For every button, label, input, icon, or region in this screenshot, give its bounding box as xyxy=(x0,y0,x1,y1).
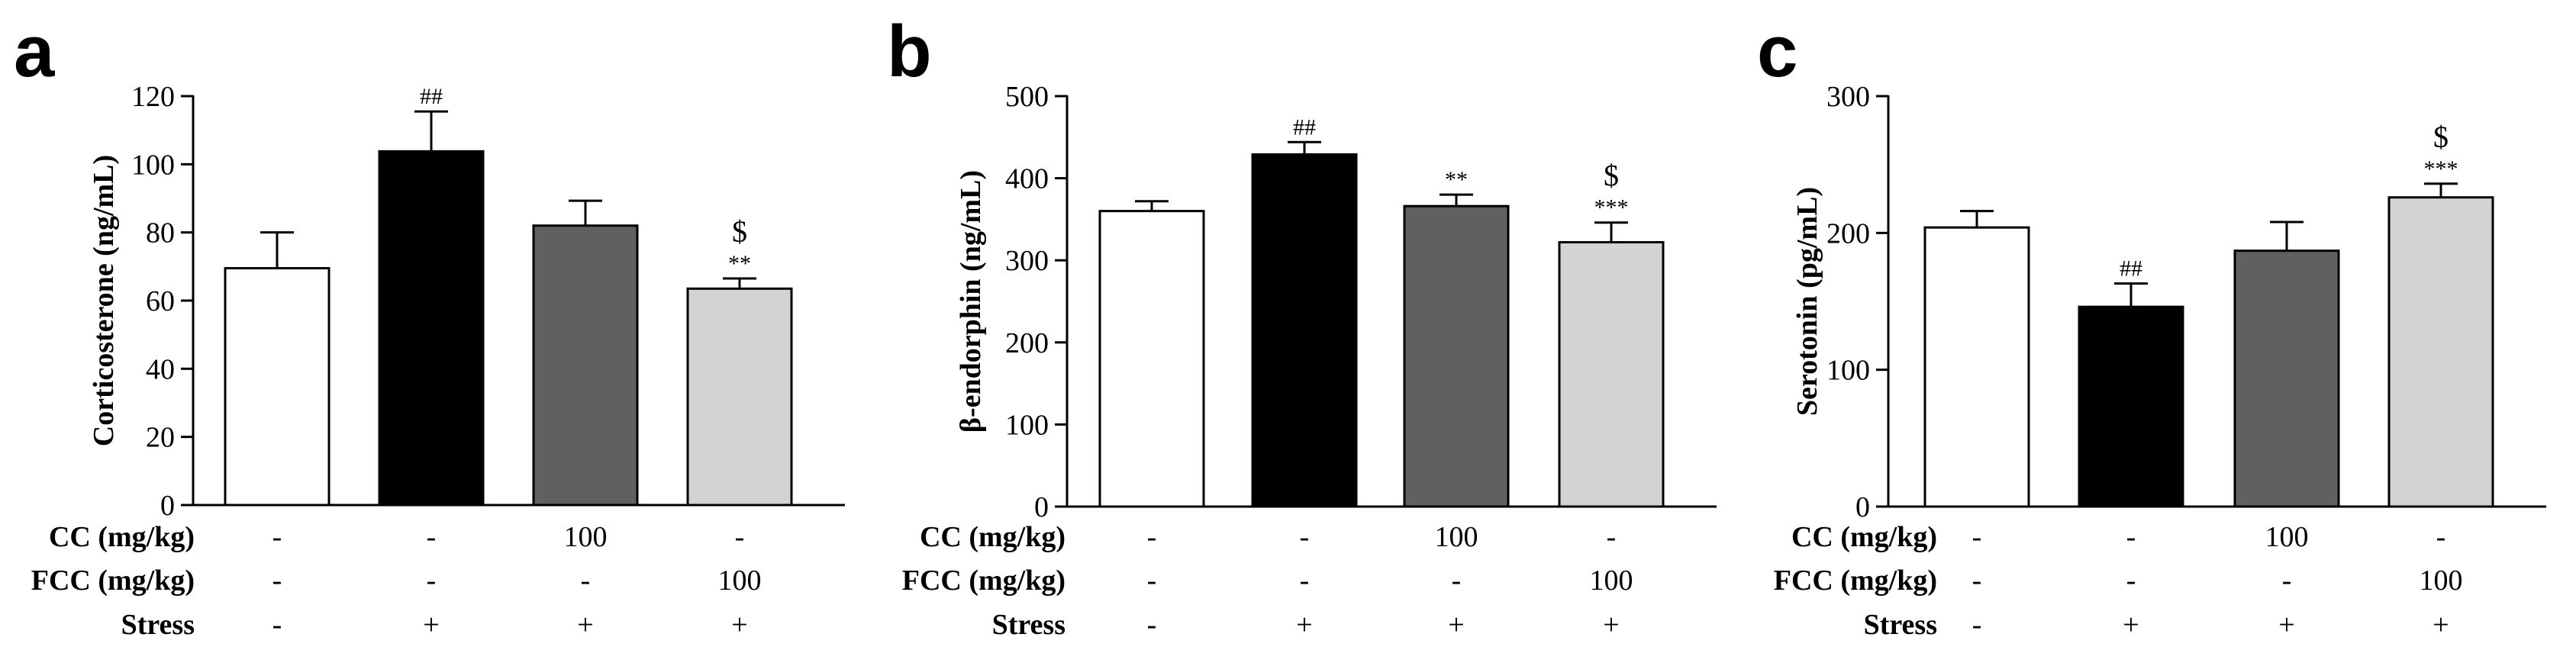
chart-panel-c: c 0 100 200 300 Serotonin (pg/mL) ## ***$ CC (mg… xyxy=(1757,11,2546,641)
y-tick-label: 100 xyxy=(1005,409,1049,441)
condition-value: - xyxy=(272,565,282,597)
condition-value: - xyxy=(735,521,745,553)
significance-marker: ** xyxy=(728,251,751,276)
y-tick-label: 400 xyxy=(1005,163,1049,195)
condition-value: 100 xyxy=(718,565,762,597)
y-tick-label: 100 xyxy=(1826,355,1870,387)
condition-value: - xyxy=(2126,521,2136,553)
bar-4 xyxy=(2387,196,2494,508)
condition-value: + xyxy=(2278,609,2294,641)
significance-marker: *** xyxy=(2424,156,2458,182)
condition-value: - xyxy=(1972,521,1982,553)
bar-4 xyxy=(686,287,793,507)
y-axis-label: Corticosterone (ng/mL) xyxy=(88,155,120,446)
significance-dollar: $ xyxy=(732,214,747,249)
significance-marker: ## xyxy=(2120,256,2142,282)
condition-value: + xyxy=(2123,609,2139,641)
condition-label: Stress xyxy=(1864,609,1937,641)
significance-dollar: $ xyxy=(1604,159,1619,193)
condition-value: 100 xyxy=(1590,565,1633,597)
condition-value: - xyxy=(1147,565,1157,597)
condition-value: - xyxy=(1452,565,1462,597)
significance-marker: ** xyxy=(1445,167,1468,192)
condition-value: - xyxy=(1300,565,1310,597)
condition-value: - xyxy=(1300,521,1310,553)
condition-label: CC (mg/kg) xyxy=(49,521,195,553)
y-tick-label: 40 xyxy=(146,353,175,385)
y-tick-label: 200 xyxy=(1826,217,1870,249)
bar-1 xyxy=(224,267,330,507)
condition-value: - xyxy=(2436,521,2446,553)
condition-value: - xyxy=(1972,565,1982,597)
condition-value: 100 xyxy=(2420,565,2463,597)
condition-label: CC (mg/kg) xyxy=(1791,521,1937,553)
condition-value: - xyxy=(427,565,437,597)
condition-value: + xyxy=(1448,609,1464,641)
y-tick-label: 60 xyxy=(146,285,175,317)
condition-value: - xyxy=(1147,521,1157,553)
condition-value: - xyxy=(1972,609,1982,641)
panel-letter: b xyxy=(887,11,932,92)
chart-panel-b: b 0 100 200 300 400 500 β-endorphin (ng/mL) ## **… xyxy=(887,11,1717,641)
condition-value: + xyxy=(731,609,747,641)
y-axis-label: Serotonin (pg/mL) xyxy=(1791,187,1823,416)
bar-2 xyxy=(1251,153,1358,508)
y-tick-label: 0 xyxy=(160,490,175,522)
condition-label: CC (mg/kg) xyxy=(920,521,1066,553)
condition-value: 100 xyxy=(2265,521,2309,553)
bar-2 xyxy=(378,150,485,507)
condition-value: + xyxy=(1296,609,1312,641)
significance-marker: ## xyxy=(1293,114,1316,140)
y-tick-label: 0 xyxy=(1034,491,1049,523)
condition-value: - xyxy=(2282,565,2292,597)
condition-value: - xyxy=(1607,521,1617,553)
bar-3 xyxy=(532,224,639,507)
y-tick-label: 120 xyxy=(131,81,175,113)
y-axis-label: β-endorphin (ng/mL) xyxy=(955,170,987,433)
condition-value: - xyxy=(272,609,282,641)
condition-value: - xyxy=(272,521,282,553)
y-tick-label: 200 xyxy=(1005,327,1049,359)
condition-value: 100 xyxy=(564,521,608,553)
y-tick-label: 300 xyxy=(1005,245,1049,277)
condition-value: - xyxy=(427,521,437,553)
condition-value: + xyxy=(423,609,439,641)
condition-value: - xyxy=(2126,565,2136,597)
y-tick-label: 0 xyxy=(1855,491,1870,523)
y-tick-label: 300 xyxy=(1826,81,1870,113)
condition-value: + xyxy=(1603,609,1619,641)
condition-label: Stress xyxy=(121,609,195,641)
bar-3 xyxy=(1403,204,1510,508)
significance-marker: ## xyxy=(420,84,443,109)
bar-4 xyxy=(1558,241,1665,508)
bar-1 xyxy=(1098,210,1205,508)
condition-label: FCC (mg/kg) xyxy=(1774,565,1937,597)
condition-value: + xyxy=(577,609,593,641)
significance-marker: *** xyxy=(1594,195,1629,220)
bar-2 xyxy=(2078,305,2184,508)
y-tick-label: 20 xyxy=(146,422,175,454)
condition-value: 100 xyxy=(1435,521,1478,553)
condition-value: - xyxy=(581,565,591,597)
bar-1 xyxy=(1923,226,2030,508)
y-tick-label: 500 xyxy=(1005,81,1049,113)
y-tick-label: 100 xyxy=(131,149,175,181)
y-tick-label: 80 xyxy=(146,217,175,249)
condition-label: FCC (mg/kg) xyxy=(31,565,195,597)
condition-label: Stress xyxy=(992,609,1066,641)
panel-letter: c xyxy=(1757,11,1797,92)
condition-value: + xyxy=(2433,609,2449,641)
condition-label: FCC (mg/kg) xyxy=(902,565,1066,597)
condition-value: - xyxy=(1147,609,1157,641)
panel-letter: a xyxy=(14,11,55,92)
bar-3 xyxy=(2233,249,2340,508)
chart-panel-a: a 0 20 40 60 80 100 120 Corticosterone (ng/mL) ##… xyxy=(14,11,845,641)
significance-dollar: $ xyxy=(2433,120,2449,154)
